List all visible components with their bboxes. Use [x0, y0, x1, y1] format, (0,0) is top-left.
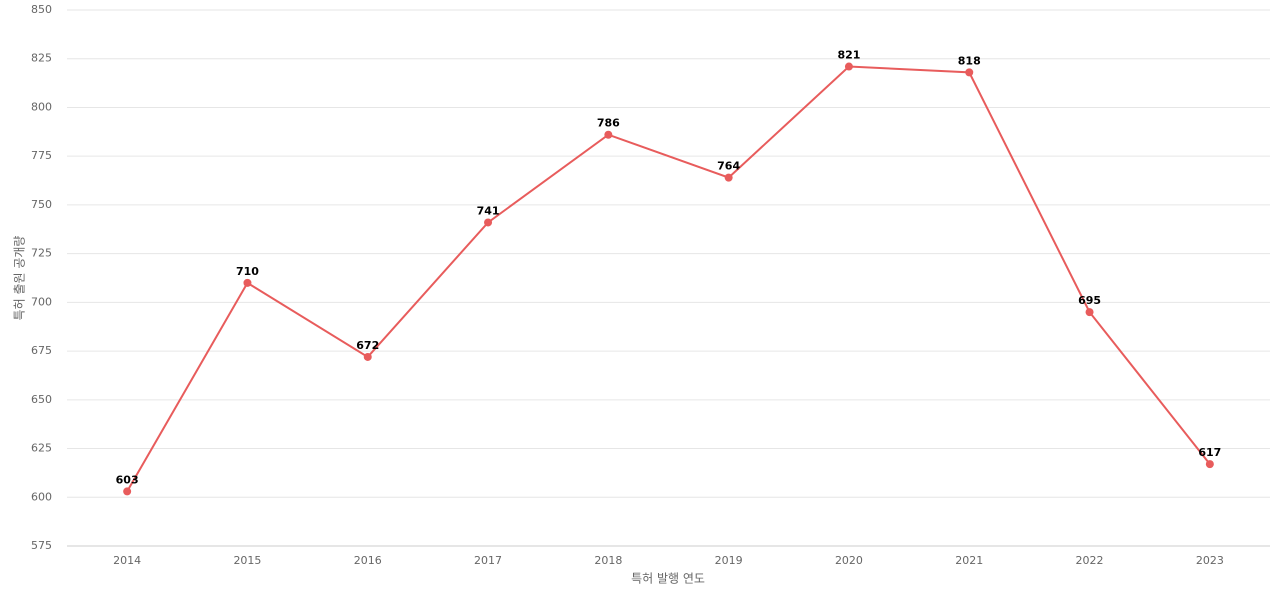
- y-tick-label: 600: [31, 490, 52, 503]
- x-tick-label: 2017: [474, 554, 502, 567]
- y-tick-label: 750: [31, 198, 52, 211]
- point: [1085, 308, 1094, 317]
- point: [1205, 460, 1214, 469]
- y-tick-label: 825: [31, 52, 52, 65]
- point: [844, 62, 853, 71]
- x-tick-label: 2023: [1196, 554, 1224, 567]
- value-label: 695: [1078, 294, 1101, 307]
- y-axis-label: 특허 출원 공개량: [13, 236, 27, 321]
- x-tick-label: 2018: [594, 554, 622, 567]
- value-label: 710: [236, 265, 259, 278]
- value-label: 741: [477, 204, 500, 217]
- y-tick-label: 850: [31, 3, 52, 16]
- x-tick-label: 2022: [1076, 554, 1104, 567]
- value-label: 818: [958, 54, 981, 67]
- x-tick-label: 2020: [835, 554, 863, 567]
- value-label: 617: [1198, 446, 1221, 459]
- point: [123, 487, 132, 496]
- y-tick-label: 700: [31, 295, 52, 308]
- value-label: 603: [116, 473, 139, 486]
- line: [126, 65, 1211, 492]
- y-tick-label: 675: [31, 344, 52, 357]
- point: [484, 218, 493, 227]
- y-tick-label: 775: [31, 149, 52, 162]
- point: [724, 173, 733, 182]
- value-label: 821: [837, 49, 860, 62]
- value-label: 786: [597, 117, 620, 130]
- x-tick-label: 2015: [233, 554, 261, 567]
- y-tick-label: 725: [31, 247, 52, 260]
- x-tick-label: 2021: [955, 554, 983, 567]
- x-tick-label: 2019: [715, 554, 743, 567]
- point: [965, 68, 974, 77]
- point: [604, 130, 613, 139]
- x-axis-label: 특허 발행 연도: [631, 571, 705, 586]
- point: [363, 352, 372, 361]
- y-tick-label: 625: [31, 442, 52, 455]
- x-tick-label: 2014: [113, 554, 141, 567]
- point: [243, 278, 252, 287]
- y-tick-label: 800: [31, 100, 52, 113]
- y-tick-label: 650: [31, 393, 52, 406]
- x-tick-label: 2016: [354, 554, 382, 567]
- value-label: 764: [717, 160, 740, 173]
- value-label: 672: [356, 339, 379, 352]
- y-tick-label: 575: [31, 539, 52, 552]
